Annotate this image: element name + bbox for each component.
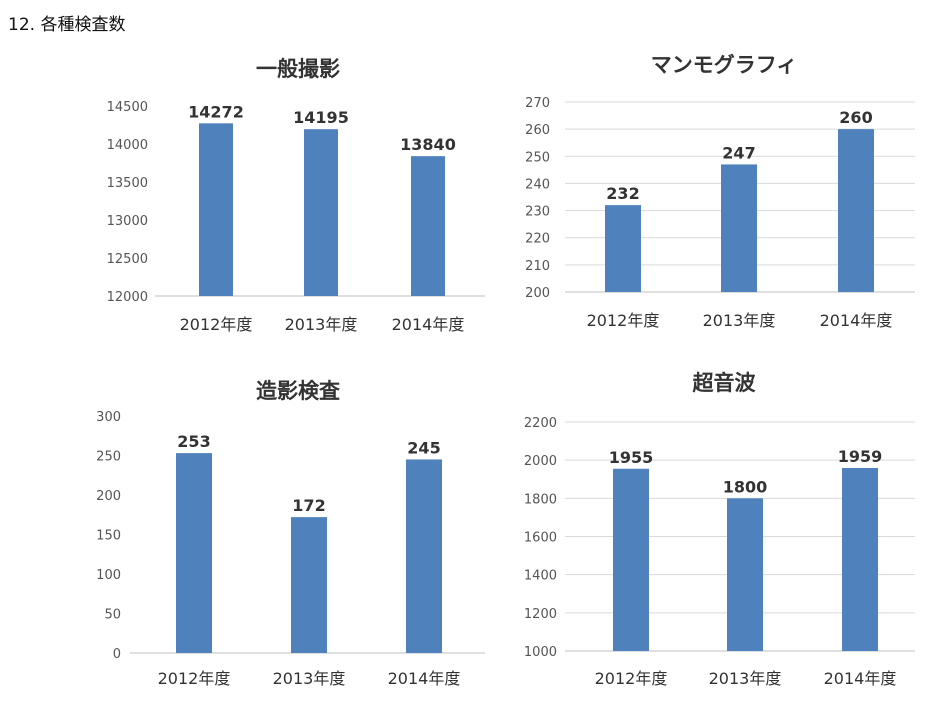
- data-label: 1800: [723, 477, 768, 496]
- x-category-label: 2013年度: [285, 315, 358, 334]
- data-label: 13840: [400, 135, 456, 154]
- y-tick-label: 2000: [524, 454, 557, 469]
- y-tick-label: 260: [525, 123, 550, 138]
- y-tick-label: 200: [525, 286, 550, 301]
- bar: [721, 164, 757, 292]
- x-category-label: 2012年度: [158, 669, 231, 688]
- y-tick-label: 230: [525, 205, 550, 220]
- x-category-label: 2012年度: [587, 311, 660, 330]
- bar: [838, 129, 874, 292]
- bar: [176, 453, 212, 653]
- data-label: 14272: [188, 102, 244, 121]
- x-category-label: 2012年度: [180, 315, 253, 334]
- x-category-label: 2013年度: [273, 669, 346, 688]
- bar: [291, 517, 327, 653]
- chart-title: 造影検査: [256, 379, 340, 403]
- y-tick-label: 2200: [524, 416, 557, 431]
- y-tick-label: 270: [525, 96, 550, 111]
- bar: [411, 156, 445, 296]
- y-tick-label: 240: [525, 177, 550, 192]
- y-tick-label: 50: [104, 608, 121, 623]
- data-label: 1959: [838, 447, 883, 466]
- data-label: 260: [839, 108, 872, 127]
- data-label: 247: [722, 143, 755, 162]
- x-category-label: 2014年度: [820, 311, 893, 330]
- page-heading: 12. 各種検査数: [8, 15, 126, 35]
- y-tick-label: 14000: [107, 138, 148, 153]
- data-label: 172: [292, 496, 325, 515]
- y-tick-label: 150: [96, 529, 121, 544]
- y-tick-label: 14500: [107, 100, 148, 115]
- bar: [613, 468, 649, 651]
- data-label: 14195: [293, 108, 349, 127]
- x-category-label: 2014年度: [824, 669, 897, 688]
- y-tick-label: 1400: [524, 569, 557, 584]
- y-tick-label: 1600: [524, 531, 557, 546]
- data-label: 245: [407, 438, 440, 457]
- y-tick-label: 13500: [107, 176, 148, 191]
- bar: [727, 498, 763, 651]
- y-tick-label: 1200: [524, 607, 557, 622]
- y-tick-label: 250: [96, 450, 121, 465]
- bar: [605, 205, 641, 292]
- chart-title: 超音波: [693, 371, 757, 395]
- y-tick-label: 300: [96, 410, 121, 425]
- y-tick-label: 210: [525, 259, 550, 274]
- x-category-label: 2014年度: [388, 669, 461, 688]
- x-category-label: 2013年度: [703, 311, 776, 330]
- y-tick-label: 12000: [107, 290, 148, 305]
- y-tick-label: 0: [113, 647, 121, 662]
- bar: [842, 467, 878, 651]
- x-category-label: 2013年度: [709, 669, 782, 688]
- chart-title: マンモグラフィ: [651, 53, 798, 77]
- x-category-label: 2012年度: [595, 669, 668, 688]
- x-category-label: 2014年度: [392, 315, 465, 334]
- data-label: 1955: [609, 448, 654, 467]
- y-tick-label: 1000: [524, 645, 557, 660]
- data-label: 232: [606, 184, 639, 203]
- y-tick-label: 1800: [524, 492, 557, 507]
- data-label: 253: [177, 432, 210, 451]
- y-tick-label: 200: [96, 489, 121, 504]
- bar: [199, 123, 233, 296]
- y-tick-label: 12500: [107, 252, 148, 267]
- y-tick-label: 250: [525, 150, 550, 165]
- y-tick-label: 13000: [107, 214, 148, 229]
- bar: [304, 129, 338, 296]
- chart-title: 一般撮影: [256, 57, 340, 81]
- bar: [406, 459, 442, 653]
- y-tick-label: 220: [525, 232, 550, 247]
- y-tick-label: 100: [96, 568, 121, 583]
